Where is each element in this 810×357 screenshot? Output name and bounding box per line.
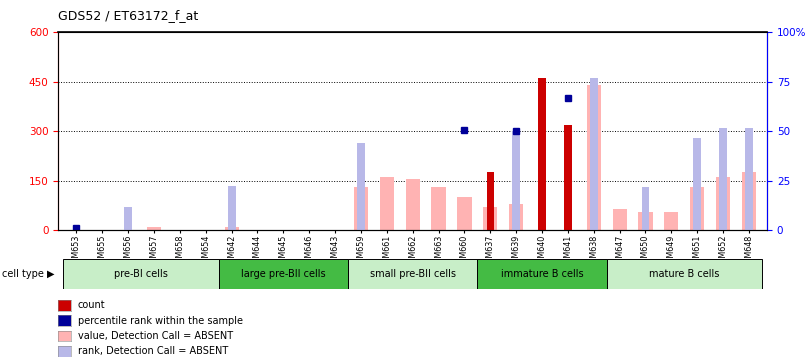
Bar bbox=[716, 177, 730, 230]
Bar bbox=[357, 143, 364, 230]
Bar bbox=[539, 79, 546, 230]
Bar bbox=[664, 212, 679, 230]
Bar bbox=[380, 177, 394, 230]
Bar bbox=[512, 131, 520, 230]
Bar bbox=[745, 128, 752, 230]
Text: ▶: ▶ bbox=[47, 269, 54, 279]
Bar bbox=[612, 209, 627, 230]
Text: GDS52 / ET63172_f_at: GDS52 / ET63172_f_at bbox=[58, 9, 198, 22]
Text: value, Detection Call = ABSENT: value, Detection Call = ABSENT bbox=[78, 331, 233, 341]
Text: mature B cells: mature B cells bbox=[649, 269, 719, 279]
Text: cell type: cell type bbox=[2, 269, 44, 279]
Bar bbox=[607, 259, 762, 289]
Bar bbox=[224, 227, 239, 230]
Bar bbox=[642, 187, 650, 230]
Bar bbox=[147, 227, 161, 230]
Bar bbox=[586, 85, 601, 230]
Text: count: count bbox=[78, 300, 105, 310]
Bar bbox=[565, 125, 572, 230]
Bar bbox=[590, 79, 598, 230]
Bar bbox=[693, 138, 701, 230]
Bar bbox=[484, 207, 497, 230]
Bar bbox=[219, 259, 348, 289]
Bar bbox=[742, 172, 756, 230]
Bar bbox=[432, 187, 446, 230]
Bar bbox=[690, 187, 705, 230]
Bar bbox=[63, 259, 219, 289]
Text: percentile rank within the sample: percentile rank within the sample bbox=[78, 316, 243, 326]
Bar bbox=[719, 128, 727, 230]
Bar bbox=[458, 197, 471, 230]
Bar bbox=[509, 204, 523, 230]
Text: pre-BI cells: pre-BI cells bbox=[114, 269, 168, 279]
Text: immature B cells: immature B cells bbox=[501, 269, 583, 279]
Bar bbox=[487, 172, 494, 230]
Bar bbox=[228, 186, 236, 230]
Text: large pre-BII cells: large pre-BII cells bbox=[241, 269, 326, 279]
Text: small pre-BII cells: small pre-BII cells bbox=[369, 269, 456, 279]
Bar bbox=[348, 259, 477, 289]
Bar bbox=[354, 187, 368, 230]
Bar bbox=[638, 212, 653, 230]
Bar bbox=[406, 179, 420, 230]
Text: rank, Detection Call = ABSENT: rank, Detection Call = ABSENT bbox=[78, 346, 228, 356]
Bar bbox=[477, 259, 607, 289]
Bar bbox=[124, 207, 132, 230]
